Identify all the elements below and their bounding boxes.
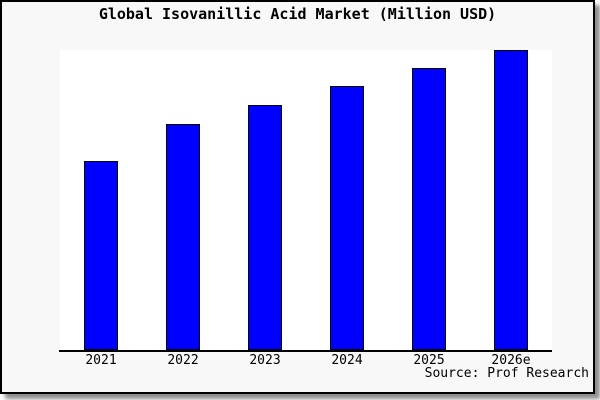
x-axis-tick-row: 2021 2022 2023 2024 2025 2026e: [60, 354, 552, 368]
x-axis-line: [59, 350, 552, 352]
x-tick-label-2026e: 2026e: [491, 353, 531, 368]
bar-2024: [330, 86, 364, 350]
bar-2026e: [494, 50, 528, 350]
x-tick-label-2021: 2021: [85, 353, 117, 368]
x-tick-label-2023: 2023: [249, 353, 281, 368]
bar-2021: [84, 161, 118, 350]
bar-2023: [248, 105, 282, 350]
source-note: Source: Prof Research: [424, 366, 589, 381]
bar-2022: [166, 124, 200, 350]
x-tick-label-2025: 2025: [413, 353, 445, 368]
bar-2025: [412, 68, 446, 350]
plot-area: [60, 50, 552, 350]
chart-title: Global Isovanillic Acid Market (Million …: [98, 5, 497, 23]
x-tick-label-2022: 2022: [167, 353, 199, 368]
x-tick-label-2024: 2024: [331, 353, 363, 368]
